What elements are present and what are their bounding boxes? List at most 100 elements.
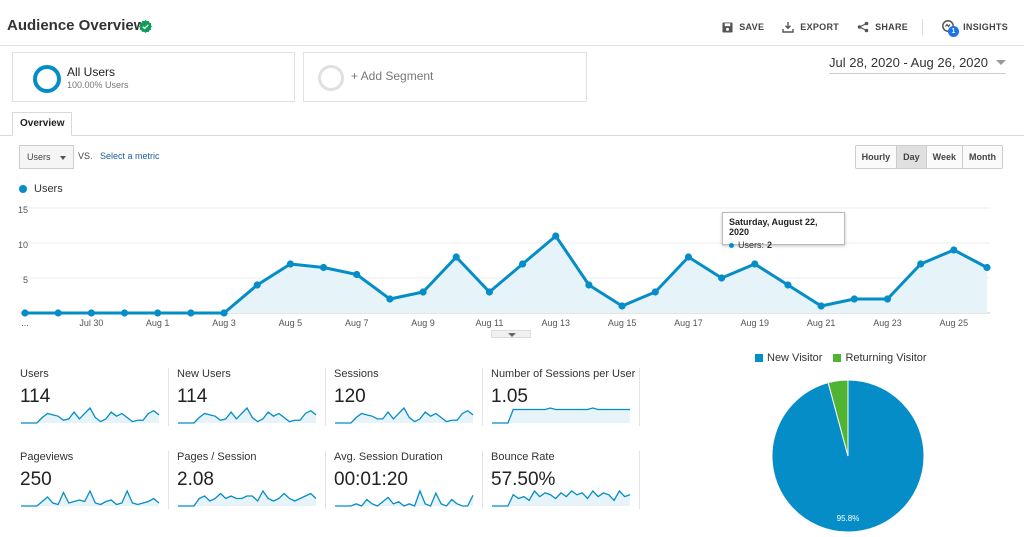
metric-card[interactable]: Sessions 120	[334, 368, 480, 436]
pie-legend-label: Returning Visitor	[845, 352, 927, 364]
metric-name: Bounce Rate	[491, 451, 555, 463]
data-point	[353, 270, 361, 279]
data-point	[585, 281, 593, 289]
pie-legend-new[interactable]: New Visitor	[755, 352, 822, 364]
x-tick-label: Aug 15	[608, 318, 637, 328]
metric-name: Users	[20, 368, 49, 380]
metric-sparkline	[178, 489, 317, 507]
metric-dropdown[interactable]: Users	[19, 145, 74, 169]
granularity-hourly[interactable]: Hourly	[855, 146, 897, 168]
save-icon	[722, 21, 733, 33]
x-tick-label: Aug 23	[873, 318, 902, 328]
share-button[interactable]: SHARE	[857, 21, 908, 33]
data-point	[950, 246, 958, 254]
sparkline-line	[21, 489, 160, 507]
save-button[interactable]: SAVE	[722, 21, 765, 33]
segment-subtitle: 100.00% Users	[67, 80, 129, 90]
metric-divider	[639, 368, 640, 426]
metric-sparkline	[335, 489, 474, 507]
metric-value: 114	[20, 386, 51, 407]
data-point	[154, 309, 162, 317]
download-icon	[782, 22, 794, 33]
sparkline-line	[492, 489, 631, 507]
data-point	[751, 260, 759, 268]
series-line-users	[25, 234, 988, 315]
x-tick-label: Aug 21	[807, 318, 836, 328]
legend-swatch	[755, 354, 763, 362]
metric-value: 120	[334, 386, 366, 407]
share-label: SHARE	[875, 22, 909, 32]
pie-legend-label: New Visitor	[767, 352, 823, 364]
x-tick-label: Aug 9	[411, 318, 435, 328]
metric-card[interactable]: Pageviews 250	[20, 451, 166, 519]
tooltip-value: 2	[767, 240, 773, 250]
metric-name: Sessions	[334, 368, 379, 380]
export-label: EXPORT	[800, 22, 840, 32]
pie-legend: New Visitor Returning Visitor	[755, 352, 938, 364]
date-range-picker[interactable]: Jul 28, 2020 - Aug 26, 2020	[828, 55, 1006, 74]
metric-card[interactable]: Number of Sessions per User 1.05	[491, 368, 637, 436]
data-point	[319, 263, 328, 272]
insights-button[interactable]: 1 INSIGHTS	[941, 19, 1008, 37]
x-tick-label: Aug 25	[940, 318, 969, 328]
sparkline-line	[335, 489, 474, 507]
chevron-down-icon	[60, 156, 66, 160]
metric-card[interactable]: New Users 114	[177, 368, 323, 436]
metric-name: Pages / Session	[177, 451, 257, 463]
metric-value: 250	[20, 469, 52, 490]
data-point	[850, 295, 858, 303]
tab-overview[interactable]: Overview	[12, 112, 73, 136]
metric-name: Pageviews	[20, 451, 74, 463]
insights-label: INSIGHTS	[963, 22, 1008, 32]
metric-divider	[168, 368, 169, 426]
metric-dropdown-label: Users	[27, 152, 51, 162]
users-line-chart[interactable]: 5 10 15... Jul 30 Aug 1 Aug 3 Aug 5 Aug 7 Aug 9 A…	[0, 196, 1024, 334]
pie-legend-returning[interactable]: Returning Visitor	[833, 352, 927, 364]
x-tick-label: Aug 11	[475, 318, 503, 328]
segment-all-users[interactable]: All Users 100.00% Users	[12, 52, 295, 102]
visitor-pie-chart[interactable]: 95.8%	[770, 378, 926, 534]
data-point	[817, 302, 825, 310]
sparkline-fill	[178, 491, 316, 506]
metric-card[interactable]: Avg. Session Duration 00:01:20	[334, 451, 480, 519]
data-point	[784, 281, 792, 289]
sparkline-fill	[21, 491, 159, 506]
metric-value: 114	[177, 386, 208, 407]
metric-card[interactable]: Bounce Rate 57.50%	[491, 451, 637, 519]
data-point	[684, 253, 693, 261]
metric-sparkline	[492, 407, 630, 424]
metric-card[interactable]: Users 114	[20, 368, 166, 436]
insights-badge: 1	[948, 26, 960, 37]
data-point	[983, 263, 991, 272]
sparkline-line	[492, 407, 630, 424]
segment-ring-icon	[33, 65, 61, 93]
area-fill	[25, 236, 987, 313]
granularity-day[interactable]: Day	[896, 146, 926, 168]
data-point	[54, 309, 62, 317]
metric-divider	[168, 451, 169, 509]
metric-sparkline	[335, 406, 474, 424]
chart-collapse-handle[interactable]	[491, 330, 531, 338]
x-tick-label: Aug 19	[741, 318, 770, 328]
metric-value: 1.05	[491, 386, 528, 407]
x-tick-label: Aug 17	[674, 318, 703, 328]
export-button[interactable]: EXPORT	[782, 21, 839, 33]
metric-value: 00:01:20	[334, 469, 408, 490]
select-metric-link[interactable]: Select a metric	[100, 151, 160, 161]
add-segment-button[interactable]: + Add Segment	[303, 52, 587, 102]
verified-check-icon	[139, 20, 152, 33]
granularity-week[interactable]: Week	[925, 146, 962, 168]
x-tick-label: ...	[21, 318, 29, 328]
x-tick-label: Aug 3	[212, 318, 236, 328]
x-tick-label: Aug 5	[279, 318, 303, 328]
metric-name: Number of Sessions per User	[491, 368, 636, 380]
sparkline-fill	[335, 408, 473, 423]
granularity-month[interactable]: Month	[962, 146, 1002, 168]
divider	[922, 19, 924, 35]
legend-swatch	[19, 185, 27, 193]
save-label: SAVE	[739, 22, 765, 32]
data-point	[718, 274, 726, 282]
metric-card[interactable]: Pages / Session 2.08	[177, 451, 323, 519]
y-tick-label: 5	[23, 275, 28, 285]
metric-divider	[325, 451, 326, 509]
